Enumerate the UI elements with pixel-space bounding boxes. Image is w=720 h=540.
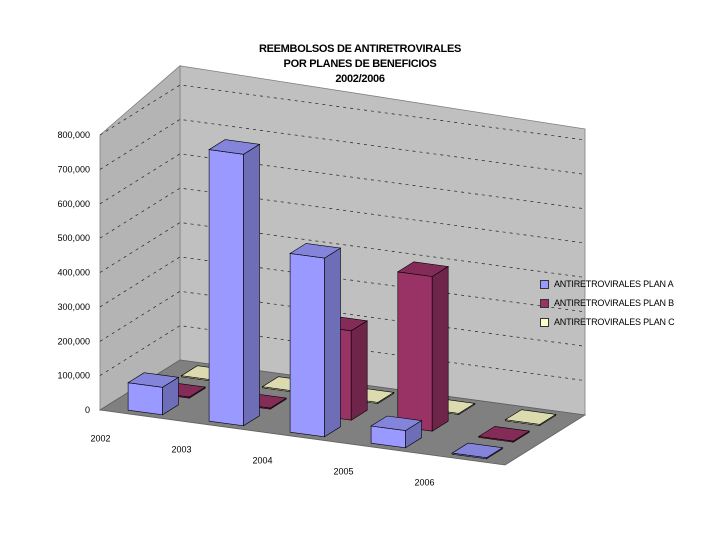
legend-swatch (540, 298, 549, 308)
gridline (99, 325, 586, 381)
y-tick-label: 600,000 (57, 199, 90, 209)
x-category-label: 2003 (171, 445, 191, 455)
chart-legend: ANTIRETROVIRALES PLAN A ANTIRETROVIRALES … (540, 275, 710, 332)
chart-title: REEMBOLSOS DE ANTIRETROVIRALES POR PLANE… (0, 42, 720, 87)
y-axis-ticks: 0 100,000 200,000 300,000 400,000 500,000 600,… (57, 130, 90, 415)
legend-label: ANTIRETROVIRALES PLAN B (554, 298, 674, 308)
x-category-label: 2006 (414, 478, 434, 488)
legend-item: ANTIRETROVIRALES PLAN B (540, 294, 710, 312)
bar (208, 139, 261, 427)
side-wall (99, 64, 181, 411)
y-tick-label: 0 (85, 405, 90, 415)
y-tick-label: 300,000 (57, 302, 90, 312)
bar (504, 409, 557, 427)
bar (451, 442, 504, 460)
chart-gridlines (99, 84, 586, 381)
chart-title-line-1: REEMBOLSOS DE ANTIRETROVIRALES (258, 43, 462, 55)
gridline (99, 187, 586, 244)
gridline (99, 119, 586, 175)
y-tick-label: 700,000 (57, 164, 90, 174)
gridline (99, 256, 586, 313)
legend-swatch (540, 317, 549, 327)
legend-swatch (540, 279, 549, 289)
y-tick-label: 800,000 (57, 130, 90, 140)
gridline (99, 222, 586, 278)
y-tick-label: 100,000 (57, 371, 90, 381)
legend-label: ANTIRETROVIRALES PLAN A (554, 279, 674, 289)
y-tick-label: 500,000 (57, 233, 90, 243)
x-axis-categories: 2002 2003 2004 2005 2006 (90, 434, 434, 488)
gridline (99, 84, 586, 141)
bar (477, 426, 531, 443)
gridline (99, 290, 586, 347)
x-category-label: 2002 (90, 434, 110, 444)
y-tick-label: 400,000 (57, 268, 90, 278)
bar (370, 415, 423, 449)
bar (127, 372, 180, 416)
legend-item: ANTIRETROVIRALES PLAN A (540, 275, 710, 293)
y-tick-label: 200,000 (57, 336, 90, 346)
legend-label: ANTIRETROVIRALES PLAN C (554, 317, 675, 327)
bar (289, 243, 342, 438)
chart-title-line-2: POR PLANES DE BENEFICIOS (283, 58, 437, 70)
gridline (99, 153, 586, 210)
chart-title-line-3: 2002/2006 (335, 73, 385, 85)
bar (396, 261, 450, 432)
legend-item: ANTIRETROVIRALES PLAN C (540, 313, 710, 331)
x-category-label: 2004 (252, 456, 272, 466)
chart-bars (127, 139, 557, 460)
x-category-label: 2005 (333, 467, 353, 477)
